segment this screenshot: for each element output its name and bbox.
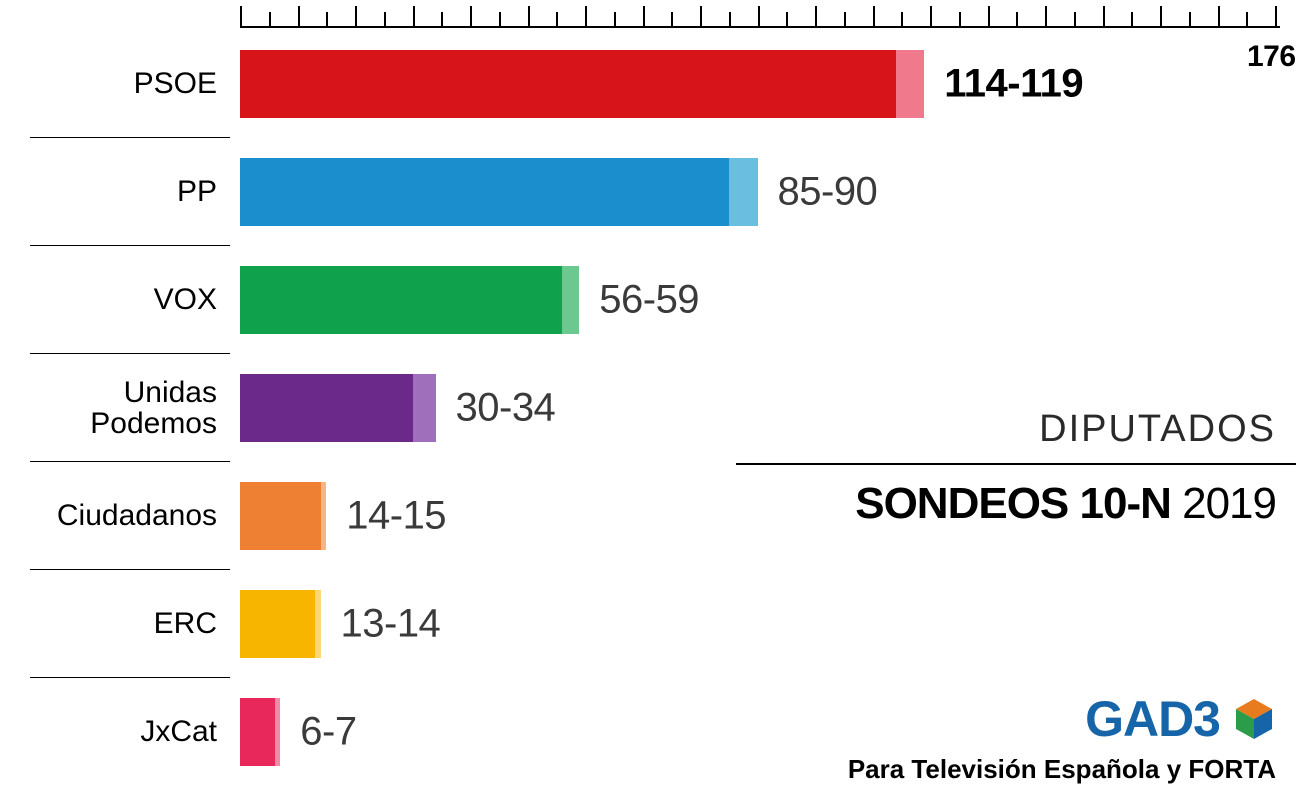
logo-subtitle: Para Televisión Española y FORTA: [848, 754, 1276, 785]
value-label: 85-90: [778, 170, 878, 215]
axis-tick: [269, 12, 271, 28]
bar-range: [413, 374, 436, 442]
source-logo: GAD3 Para Televisión Española y FORTA: [848, 690, 1276, 785]
party-label: VOX: [0, 246, 225, 354]
axis-tick: [1131, 12, 1133, 28]
info-block: DIPUTADOS SONDEOS 10-N 2019: [736, 408, 1296, 529]
party-row: PP 85-90: [0, 138, 1296, 246]
bar-range: [896, 50, 925, 118]
bar-range: [275, 698, 281, 766]
value-label: 114-119: [944, 62, 1083, 107]
axis-tick: [384, 12, 386, 28]
axis-tick: [1074, 12, 1076, 28]
logo-text: GAD3: [1085, 690, 1220, 748]
party-label: ERC: [0, 570, 225, 678]
axis-tick: [815, 6, 817, 28]
bar-range: [562, 266, 579, 334]
axis-tick: [556, 12, 558, 28]
axis-tick: [930, 6, 932, 28]
axis-tick: [901, 12, 903, 28]
bar-main: [240, 482, 321, 550]
info-year: 2019: [1182, 479, 1276, 528]
axis-tick: [614, 12, 616, 28]
axis-tick: [470, 6, 472, 28]
party-label: UnidasPodemos: [0, 354, 225, 462]
party-row: PSOE 114-119: [0, 30, 1296, 138]
axis-tick: [700, 6, 702, 28]
cube-icon: [1232, 697, 1276, 741]
axis-tick: [643, 6, 645, 28]
bar-range: [729, 158, 758, 226]
axis-tick: [988, 6, 990, 28]
info-headline: SONDEOS 10-N 2019: [736, 479, 1296, 529]
bar-main: [240, 158, 729, 226]
party-row: ERC 13-14: [0, 570, 1296, 678]
axis-tick: [1103, 6, 1105, 28]
axis-tick: [1160, 6, 1162, 28]
axis-tick: [671, 12, 673, 28]
axis-tick: [786, 12, 788, 28]
value-label: 13-14: [341, 602, 441, 647]
bar-main: [240, 374, 413, 442]
axis-tick: [1218, 6, 1220, 28]
axis-tick: [240, 6, 242, 28]
axis-tick: [326, 12, 328, 28]
axis-tick: [585, 6, 587, 28]
axis-tick: [959, 12, 961, 28]
bar-range: [321, 482, 327, 550]
axis-tick: [413, 6, 415, 28]
value-label: 14-15: [346, 494, 446, 539]
value-label: 56-59: [599, 278, 699, 323]
axis-tick: [1016, 12, 1018, 28]
axis-tick: [441, 12, 443, 28]
party-label: PSOE: [0, 30, 225, 138]
axis-tick: [1246, 12, 1248, 28]
axis-tick: [1045, 6, 1047, 28]
axis-tick: [528, 6, 530, 28]
party-row: VOX 56-59: [0, 246, 1296, 354]
axis-tick: [873, 6, 875, 28]
axis-tick: [758, 6, 760, 28]
axis-tick: [355, 6, 357, 28]
party-label: Ciudadanos: [0, 462, 225, 570]
value-label: 30-34: [456, 386, 556, 431]
bar-main: [240, 266, 562, 334]
axis-tick: [298, 6, 300, 28]
axis-tick: [1275, 6, 1277, 28]
axis-tick: [499, 12, 501, 28]
bar-main: [240, 590, 315, 658]
bar-main: [240, 698, 275, 766]
info-main-text: SONDEOS 10-N: [855, 479, 1171, 528]
bar-main: [240, 50, 896, 118]
bar-range: [315, 590, 321, 658]
party-label: PP: [0, 138, 225, 246]
axis-tick: [1189, 12, 1191, 28]
party-label: JxCat: [0, 678, 225, 786]
info-subtitle: DIPUTADOS: [736, 408, 1296, 451]
axis-tick: [844, 12, 846, 28]
x-axis: [240, 0, 1280, 28]
axis-tick: [729, 12, 731, 28]
value-label: 6-7: [300, 710, 356, 755]
info-divider: [736, 463, 1296, 465]
